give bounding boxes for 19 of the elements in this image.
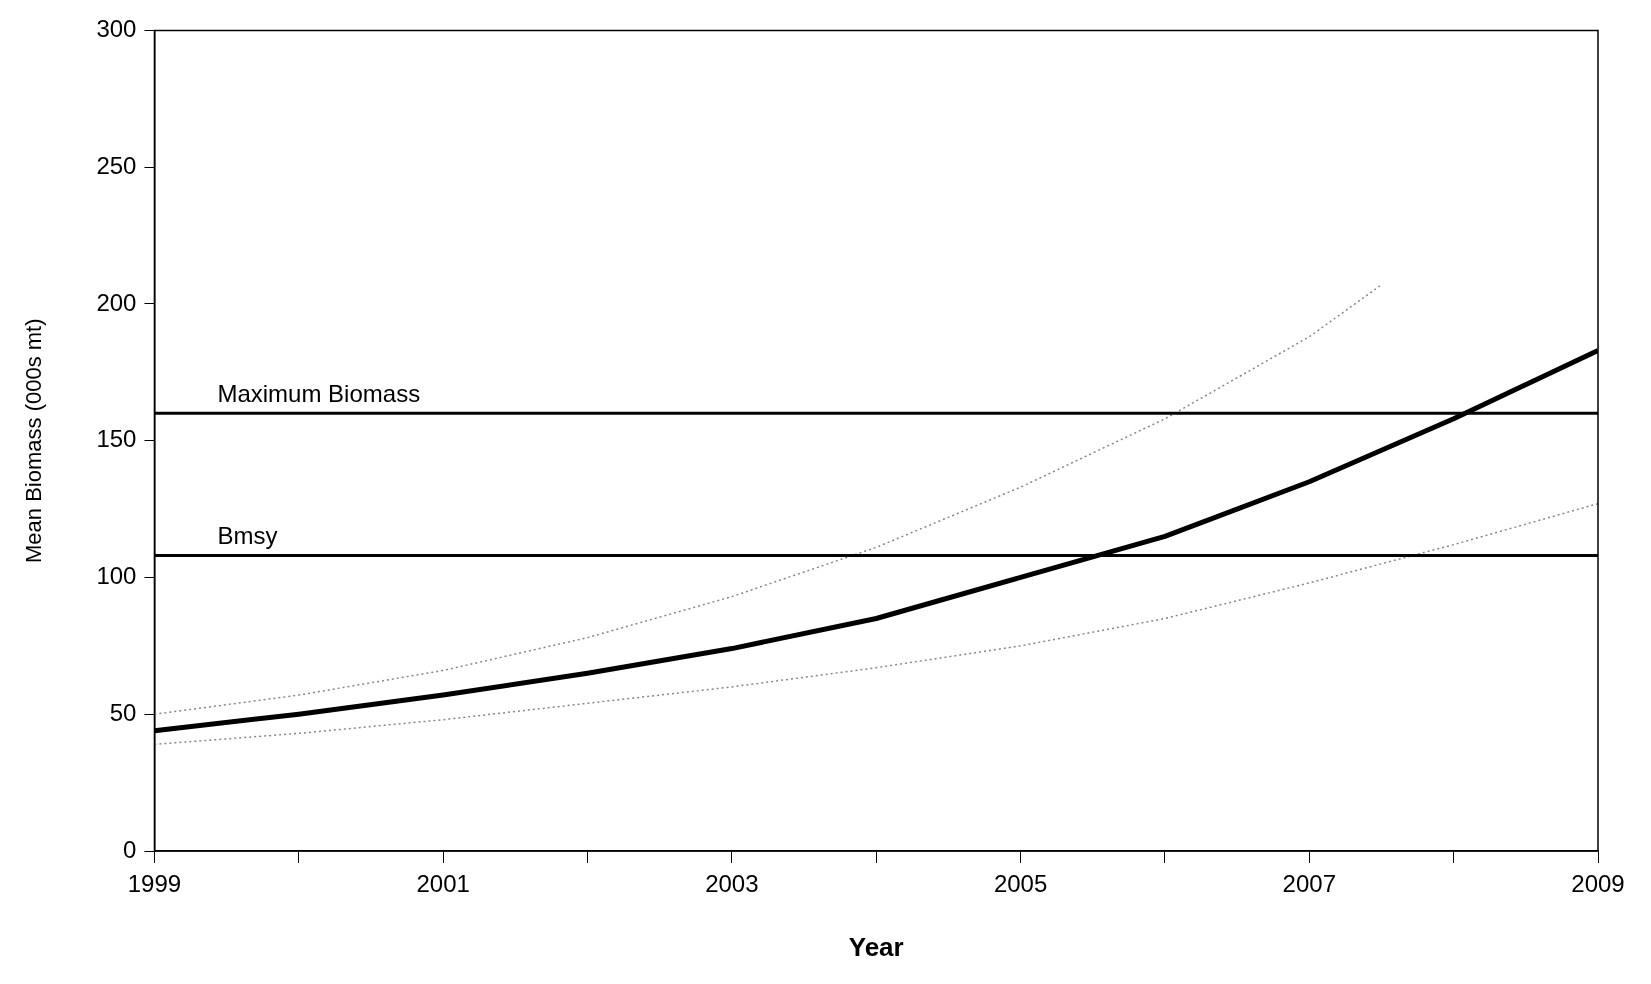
y-tick-label: 150 [96, 425, 137, 453]
x-axis-title: Year [848, 931, 904, 962]
x-tick-label: 2005 [993, 870, 1048, 898]
y-tick-label: 300 [96, 15, 137, 43]
ref-line-label: Maximum Biomass [217, 379, 421, 407]
y-tick-label: 50 [109, 698, 137, 726]
x-tick-label: 1999 [127, 870, 182, 898]
y-tick-label: 0 [123, 835, 137, 863]
ref-line-label: Bmsy [217, 522, 278, 550]
line-series [154, 502, 1598, 746]
y-tick-label: 200 [96, 288, 137, 316]
x-tick-label: 2007 [1282, 870, 1336, 898]
x-tick-label: 2001 [416, 870, 470, 898]
x-tick-label: 2003 [705, 870, 759, 898]
x-tick-label: 2009 [1571, 870, 1625, 898]
y-tick-label: 250 [96, 151, 137, 179]
y-axis-title: Mean Biomass (000s mt) [21, 318, 47, 563]
line-series [154, 284, 1383, 715]
y-tick-label: 100 [96, 562, 137, 590]
